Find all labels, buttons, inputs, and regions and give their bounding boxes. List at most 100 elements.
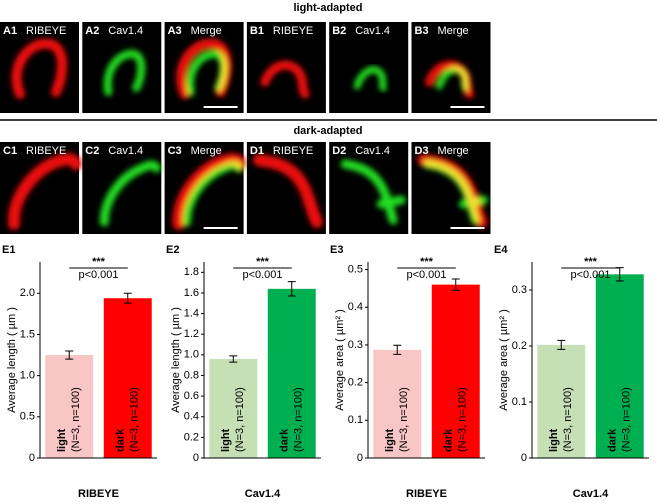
y-tick-label: 0.1: [348, 414, 363, 426]
cav-signal: [423, 159, 488, 225]
panel-channel: Merge: [438, 145, 469, 157]
micrograph: B1 RIBEYE: [246, 22, 326, 113]
bar: [537, 344, 586, 458]
y-tick-label: 0.5: [348, 263, 363, 275]
panel-id: A3: [168, 25, 182, 37]
error-bar: [229, 355, 238, 363]
category-note: (N=3, n=100): [457, 387, 469, 452]
category-label: light: [220, 428, 232, 452]
y-tick-label: 0: [29, 452, 35, 464]
y-tick-label: 1.6: [184, 287, 199, 299]
error-bar: [393, 344, 402, 355]
cav-signal: [182, 160, 244, 227]
signal: [425, 60, 474, 99]
micrograph: D1 RIBEYE: [246, 142, 326, 234]
category-note: (N=3, n=100): [70, 387, 82, 452]
bar: [431, 284, 480, 458]
cav-signal: [340, 159, 406, 225]
panel-id: C1: [3, 145, 17, 157]
error-bar: [451, 278, 460, 291]
y-axis-label: Average area ( µm² ): [498, 309, 510, 411]
y-tick-label: 1.8: [184, 266, 199, 278]
x-axis-label: RIBEYE: [406, 488, 447, 500]
category-note: (N=3, n=100): [621, 387, 633, 452]
y-tick-label: 0.4: [184, 411, 199, 423]
y-tick-label: 1.4: [184, 307, 199, 319]
y-axis-label: Average length ( µm ): [6, 307, 18, 413]
panel-channel: Merge: [191, 25, 222, 37]
y-tick-label: 0: [357, 452, 363, 464]
y-tick-label: 0.8: [184, 369, 199, 381]
image-background: [82, 22, 162, 113]
ribeye-signal: [7, 153, 82, 230]
row-title: dark-adapted: [293, 125, 362, 137]
signal: [99, 160, 161, 227]
x-axis-label: Cav1.4: [573, 488, 609, 500]
panel-id: E4: [494, 244, 508, 256]
panel-channel: RIBEYE: [26, 25, 66, 37]
category-note: (N=3, n=100): [293, 387, 305, 452]
signal: [260, 60, 310, 99]
y-tick-label: 0.2: [512, 340, 527, 352]
error-bar: [287, 281, 296, 297]
signal: [353, 66, 387, 92]
ribeye-signal: [11, 38, 67, 99]
y-tick-label: 0.3: [348, 339, 363, 351]
panel-id: C2: [85, 145, 99, 157]
cav-signal: [353, 66, 387, 92]
p-value: p<0.001: [570, 269, 610, 281]
y-tick-label: 1.0: [184, 349, 199, 361]
significance-stars: ***: [584, 256, 598, 268]
cav-signal: [186, 49, 228, 96]
p-value: p<0.001: [242, 269, 282, 281]
y-tick-label: 0.2: [184, 431, 199, 443]
category-label: dark: [279, 428, 291, 452]
signal: [11, 38, 67, 99]
panel-channel: RIBEYE: [273, 25, 313, 37]
panel-channel: Cav1.4: [108, 25, 143, 37]
error-bar: [65, 350, 74, 360]
panel-id: D2: [332, 145, 346, 157]
panel-channel: Merge: [438, 25, 469, 37]
micrograph: B2 Cav1.4: [329, 22, 409, 113]
category-label: dark: [115, 428, 127, 452]
panel-channel: Cav1.4: [108, 145, 143, 157]
signal: [252, 154, 323, 228]
error-bar: [557, 339, 566, 350]
micrograph: D2 Cav1.4: [329, 142, 409, 234]
bar: [45, 355, 94, 458]
bar: [373, 349, 422, 458]
micrograph: D3 Merge: [411, 142, 491, 234]
panel-id: B2: [332, 25, 346, 37]
category-label: light: [384, 428, 396, 452]
category-note: (N=3, n=100): [234, 387, 246, 452]
category-label: light: [56, 428, 68, 452]
panel-channel: RIBEYE: [26, 145, 66, 157]
panel-id: D1: [250, 145, 264, 157]
micrograph: C2 Cav1.4: [82, 142, 162, 234]
y-tick-label: 0: [521, 452, 527, 464]
panel-id: B3: [415, 25, 429, 37]
panel-id: A2: [85, 25, 99, 37]
micrograph: A1 RIBEYE: [0, 22, 79, 113]
y-tick-label: 1.2: [184, 328, 199, 340]
y-axis-label: Average area ( µm² ): [334, 309, 346, 411]
panel-channel: Cav1.4: [355, 25, 390, 37]
significance-stars: ***: [256, 256, 270, 268]
panel-id: E1: [2, 244, 15, 256]
y-tick-label: 0.6: [184, 390, 199, 402]
x-axis-label: Cav1.4: [245, 488, 281, 500]
signal: [172, 153, 247, 230]
y-tick-label: 1.0: [20, 370, 35, 382]
signal: [103, 49, 146, 96]
significance-stars: ***: [420, 256, 434, 268]
bar: [595, 274, 644, 458]
y-tick-label: 0.5: [20, 411, 35, 423]
signal: [340, 159, 406, 225]
micrograph: B3 Merge: [411, 22, 491, 113]
category-note: (N=3, n=100): [398, 387, 410, 452]
micrograph: C3 Merge: [164, 142, 247, 234]
category-label: dark: [607, 428, 619, 452]
y-tick-label: 2.0: [20, 287, 35, 299]
bar: [103, 298, 152, 458]
